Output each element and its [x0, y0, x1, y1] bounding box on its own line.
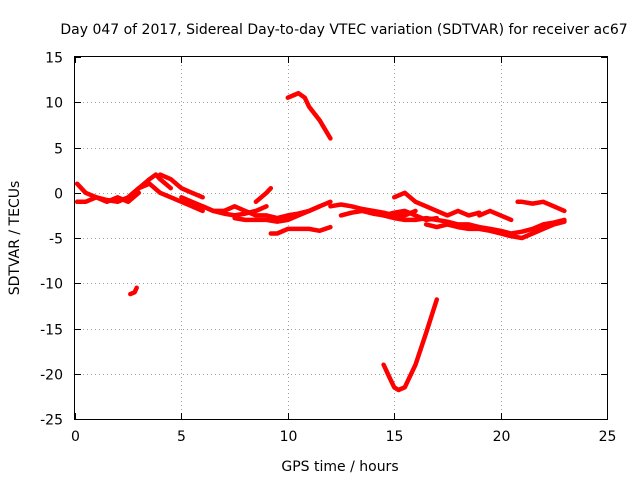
series-layer — [74, 90, 567, 393]
series-track-18 — [477, 208, 514, 223]
y-axis-label: SDTVAR / TECUs — [7, 181, 23, 296]
series-track-15 — [391, 190, 482, 218]
axis-ticks: 0 5 10 15 20 25 -25 -20 -15 -10 -5 0 5 10 15 — [40, 51, 616, 446]
y-tick-label: 10 — [45, 96, 63, 112]
series-track-3 — [125, 172, 174, 200]
series-track-10 — [285, 90, 333, 141]
y-tick-label: -20 — [40, 368, 63, 384]
series-track-14 — [381, 213, 567, 236]
y-tick-label: -10 — [40, 277, 63, 293]
series-track-8 — [253, 185, 274, 205]
x-tick-label: 25 — [599, 429, 617, 445]
x-tick-label: 15 — [386, 429, 404, 445]
y-tick-label: -15 — [40, 323, 63, 339]
series-track-19 — [381, 297, 440, 393]
series-track-11 — [128, 285, 139, 297]
series-track-9 — [268, 224, 333, 236]
x-tick-label: 5 — [177, 429, 186, 445]
series-track-12 — [328, 202, 418, 218]
x-axis-label: GPS time / hours — [281, 459, 398, 475]
series-track-17 — [515, 199, 567, 214]
y-tick-label: 0 — [54, 187, 63, 203]
x-tick-label: 20 — [493, 429, 511, 445]
series-track-7 — [232, 204, 322, 224]
series-track-4 — [157, 172, 205, 200]
plot-frame — [74, 56, 608, 420]
x-tick-label: 10 — [280, 429, 298, 445]
chart-title: Day 047 of 2017, Sidereal Day-to-day VTE… — [60, 22, 627, 38]
series-track-16 — [423, 219, 567, 241]
y-tick-label: -5 — [49, 232, 63, 248]
y-tick-label: -25 — [40, 413, 63, 429]
x-tick-label: 0 — [71, 429, 80, 445]
y-tick-label: 5 — [54, 142, 63, 158]
y-tick-label: 15 — [45, 51, 63, 67]
